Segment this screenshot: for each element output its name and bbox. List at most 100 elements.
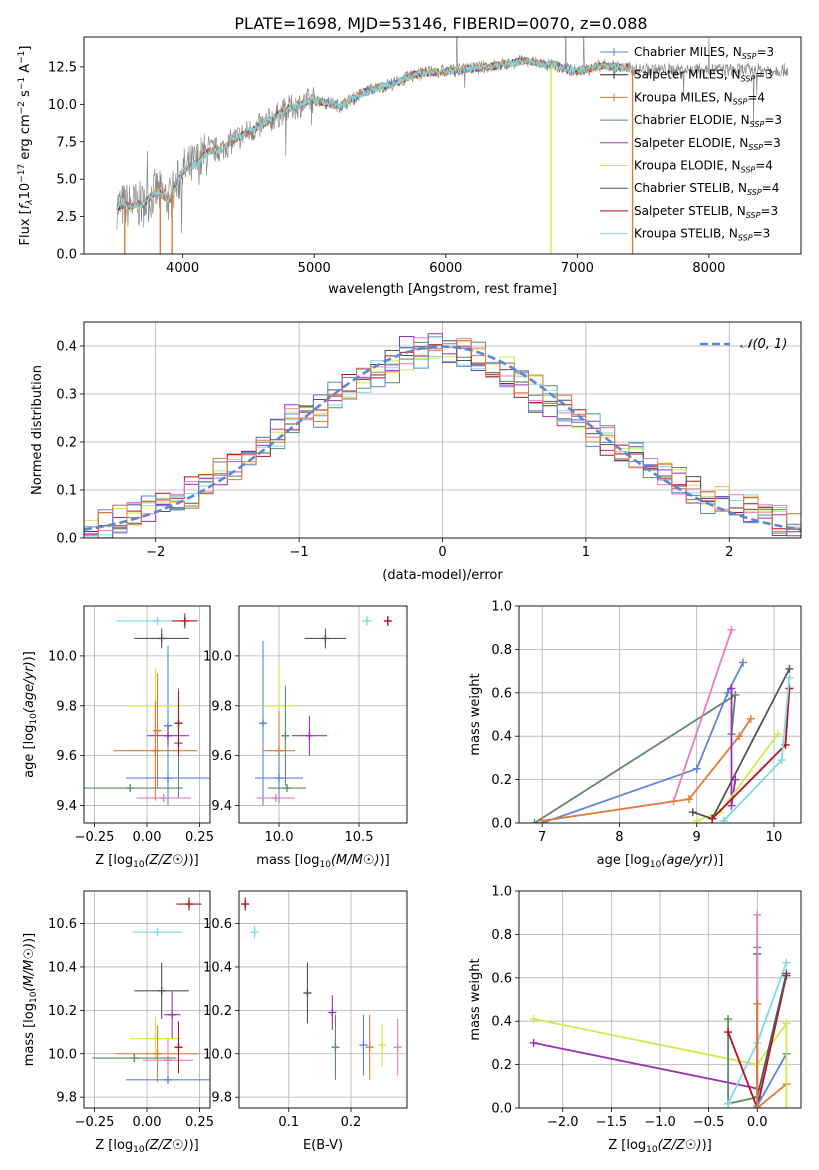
y-tick-label: 0.0 [56,532,77,547]
legend-label: Chabrier STELIB, NSSP=4 [634,181,779,197]
weight-line [541,661,744,823]
weight-line [542,718,752,822]
y-tick-label: 10.0 [48,98,77,113]
model-spectrum-line [116,57,631,210]
model-spectrum-line [116,56,631,210]
x-tick-label: 0.00 [133,1115,162,1130]
y-tick-label: 10.2 [48,1004,77,1019]
observed-spectrum-line [116,37,789,234]
y-tick-label: 9.4 [56,799,77,814]
x-axis-label: Z [log10(Z/Z☉))] [95,853,199,870]
x-tick-label: 0.25 [185,830,214,845]
y-tick-label: 10.6 [203,917,232,932]
y-tick-label: 9.8 [211,699,232,714]
axes-frame [238,605,408,824]
plot-mass-vs-Z: −0.25 0.00 0.25 9.8 10.0 10.2 10.4 10.6 Z [log10… [22,890,214,1155]
y-tick-label: 0.2 [491,1058,512,1073]
normal-curve [84,345,801,531]
plot-area [84,606,210,823]
x-tick-label: 0.25 [185,1115,214,1130]
legend-label: Kroupa ELODIE, NSSP=4 [634,159,773,175]
y-axis-label: mass weight [468,958,483,1040]
x-tick-label: 0.0 [747,1115,768,1130]
legend-label: Chabrier ELODIE, NSSP=3 [634,113,782,129]
weight-line [672,629,733,802]
plot-age-vs-Z: −0.25 0.00 0.25 9.4 9.6 9.8 10.0 Z [log10(Z/Z☉)… [22,605,214,870]
y-tick-label: 10.4 [48,960,77,975]
y-tick-label: 0.3 [56,388,77,403]
legend-label: Kroupa MILES, NSSP=4 [634,90,765,106]
plot-area [239,606,407,823]
x-tick-label: 9 [693,830,701,845]
legend-label: Salpeter MILES, NSSP=3 [634,68,773,84]
plot-mass-vs-EBV: 0.1 0.2 9.8 10.0 10.2 10.4 10.6 E(B-V) [203,890,408,1153]
x-tick-label: −1 [290,545,309,560]
legend-label: 𝒩(0, 1) [740,337,787,352]
y-tick-label: 10.0 [48,649,77,664]
plot-residuals: −2 −1 0 1 2 0.0 0.1 0.2 0.3 0.4 (data-model)/error… [30,321,802,583]
y-tick-label: 10.0 [48,1047,77,1062]
x-axis-label: wavelength [Angstrom, rest frame] [328,282,557,297]
x-tick-label: 1 [582,545,590,560]
x-tick-label: 0.2 [341,1115,362,1130]
axes-frame [238,890,408,1109]
x-axis-label: mass [log10(M/M☉))] [256,853,389,870]
x-tick-label: 0.00 [133,830,162,845]
y-tick-label: 2.5 [56,210,77,225]
plot-area [116,37,789,254]
y-axis-label: mass weight [468,673,483,755]
x-tick-label: 0 [438,545,446,560]
plot-area [519,606,801,823]
y-tick-label: 10.0 [203,1047,232,1062]
plot-area [519,891,801,1108]
y-axis-label: age [log10(age/yr))] [22,651,39,778]
y-tick-label: 0.8 [491,928,512,943]
y-tick-label: 0.4 [56,340,77,355]
x-axis-label: Z [log10(Z/Z☉))] [95,1138,199,1155]
plot-weight-vs-age: 7 8 9 10 0.0 0.2 0.4 0.6 0.8 1.0 age [log10(age/yr… [468,600,802,870]
weight-line [727,975,788,1108]
axes-frame [83,36,802,255]
y-tick-label: 1.0 [491,600,512,615]
plot-weight-vs-Z: −2.0 −1.5 −1.0 −0.5 0.0 0.0 0.2 0.4 0.6 0.8 1.0 Z [… [468,885,802,1155]
model-spectrum-line [116,57,631,211]
y-tick-label: 1.0 [491,885,512,900]
axes-frame [83,890,211,1109]
y-tick-label: 0.6 [491,971,512,986]
legend-label: Salpeter ELODIE, NSSP=3 [634,136,781,152]
y-tick-label: 12.5 [48,60,77,75]
y-tick-label: 10.2 [203,1004,232,1019]
y-tick-label: 0.0 [491,817,512,832]
x-tick-label: 2 [725,545,733,560]
x-tick-label: 7 [538,830,546,845]
y-axis-label: Normed distribution [30,365,45,495]
x-tick-label: 7000 [561,261,594,276]
y-tick-label: 9.4 [211,799,232,814]
x-tick-label: 5000 [298,261,331,276]
legend-label: Salpeter STELIB, NSSP=3 [634,204,778,220]
x-tick-label: 8000 [692,261,725,276]
x-tick-label: −0.25 [75,830,115,845]
y-tick-label: 0.4 [491,730,512,745]
y-tick-label: 9.6 [56,749,77,764]
x-tick-label: −1.0 [644,1115,676,1130]
x-axis-label: (data-model)/error [382,568,503,583]
figure-title: PLATE=1698, MJD=53146, FIBERID=0070, z=0… [234,14,647,33]
axes-frame [518,605,802,824]
weight-line [723,677,791,822]
y-tick-label: 0.2 [491,773,512,788]
axes-frame [518,890,802,1109]
y-tick-label: 0.8 [491,643,512,658]
y-tick-label: 10.0 [203,649,232,664]
plot-age-vs-mass: 10.0 10.5 9.4 9.6 9.8 10.0 mass [log10(M/M☉))] [203,605,408,870]
y-tick-label: 7.5 [56,135,77,150]
x-tick-label: 4000 [166,261,199,276]
model-spectrum-line [116,57,631,211]
y-tick-label: 5.0 [56,173,77,188]
weight-line [534,693,737,823]
axes-frame [83,605,211,824]
weight-line [756,1003,787,1108]
y-tick-label: 10.6 [48,917,77,932]
x-tick-label: −0.25 [75,1115,115,1130]
